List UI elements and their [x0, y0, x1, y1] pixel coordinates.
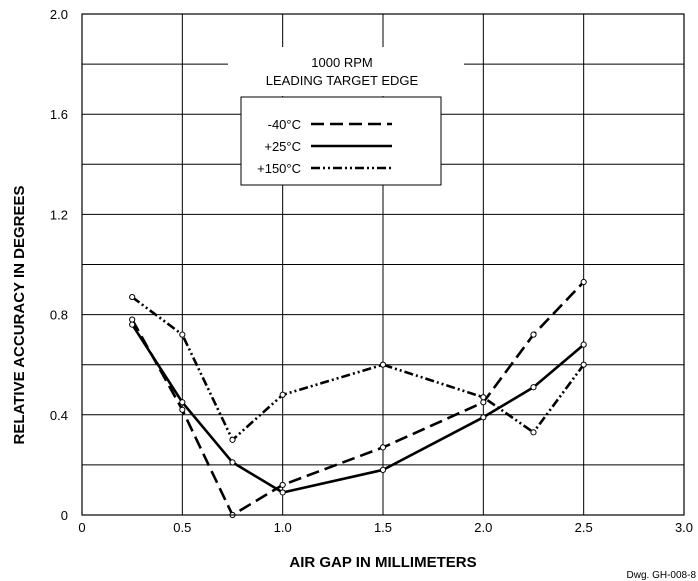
data-point: [580, 361, 587, 368]
data-point: [580, 341, 587, 348]
drawing-number: Dwg. GH-008-8: [627, 570, 697, 581]
x-tick-label: 1.5: [374, 520, 392, 535]
data-point: [279, 489, 286, 496]
x-axis-title: AIR GAP IN MILLIMETERS: [289, 554, 476, 571]
series-line-1: [131, 281, 585, 517]
data-point: [530, 429, 537, 436]
data-point: [129, 316, 136, 323]
y-axis-title: RELATIVE ACCURACY IN DEGREES: [11, 186, 28, 445]
data-point: [179, 399, 186, 406]
plot-frame: [81, 13, 685, 516]
legend-label: +25°C: [264, 139, 301, 154]
data-point: [379, 466, 387, 474]
data-point: [229, 459, 236, 466]
data-point: [179, 406, 186, 413]
data-point: [379, 444, 387, 451]
y-tick-label: 0: [61, 508, 68, 523]
data-point: [279, 391, 286, 398]
x-tick-label: 0: [78, 520, 85, 535]
x-tick-label: 2.5: [575, 520, 593, 535]
legend-title-line-2: LEADING TARGET EDGE: [266, 73, 419, 88]
data-point: [480, 394, 487, 401]
legend: 1000 RPM LEADING TARGET EDGE -40°C +25°C +…: [228, 47, 464, 186]
y-tick-label: 0.4: [50, 408, 68, 423]
legend-items: -40°C +25°C +150°C: [257, 117, 392, 176]
x-tick-label: 2.0: [474, 520, 492, 535]
series-line-3: [131, 296, 585, 442]
data-point: [229, 436, 236, 443]
data-point: [379, 361, 387, 368]
y-tick-label: 1.6: [50, 107, 68, 122]
x-tick-label: 0.5: [173, 520, 191, 535]
legend-label: -40°C: [268, 117, 301, 132]
x-tick-label: 1.0: [274, 520, 292, 535]
data-point: [480, 399, 487, 406]
data-point: [179, 331, 186, 338]
y-tick-label: 1.2: [50, 207, 68, 222]
data-point: [129, 321, 136, 328]
legend-title-box: [228, 47, 464, 96]
tick-labels: 0 0.5 1.0 1.5 2.0 2.5 3.0 0 0.4 0.8 1.2 1.6 2.0: [50, 7, 693, 535]
series-line-2: [131, 323, 585, 494]
legend-box: [240, 96, 442, 186]
legend-label: +150°C: [257, 161, 301, 176]
data-point: [580, 278, 587, 286]
y-tick-label: 2.0: [50, 7, 68, 22]
y-tick-label: 0.8: [50, 308, 68, 323]
data-point: [279, 481, 286, 489]
data-point: [530, 384, 537, 391]
series-lines: [129, 278, 587, 519]
data-point: [129, 293, 136, 301]
data-point: [530, 331, 537, 338]
x-tick-label: 3.0: [675, 520, 693, 535]
data-point: [480, 414, 487, 421]
legend-title-line-1: 1000 RPM: [311, 55, 372, 70]
